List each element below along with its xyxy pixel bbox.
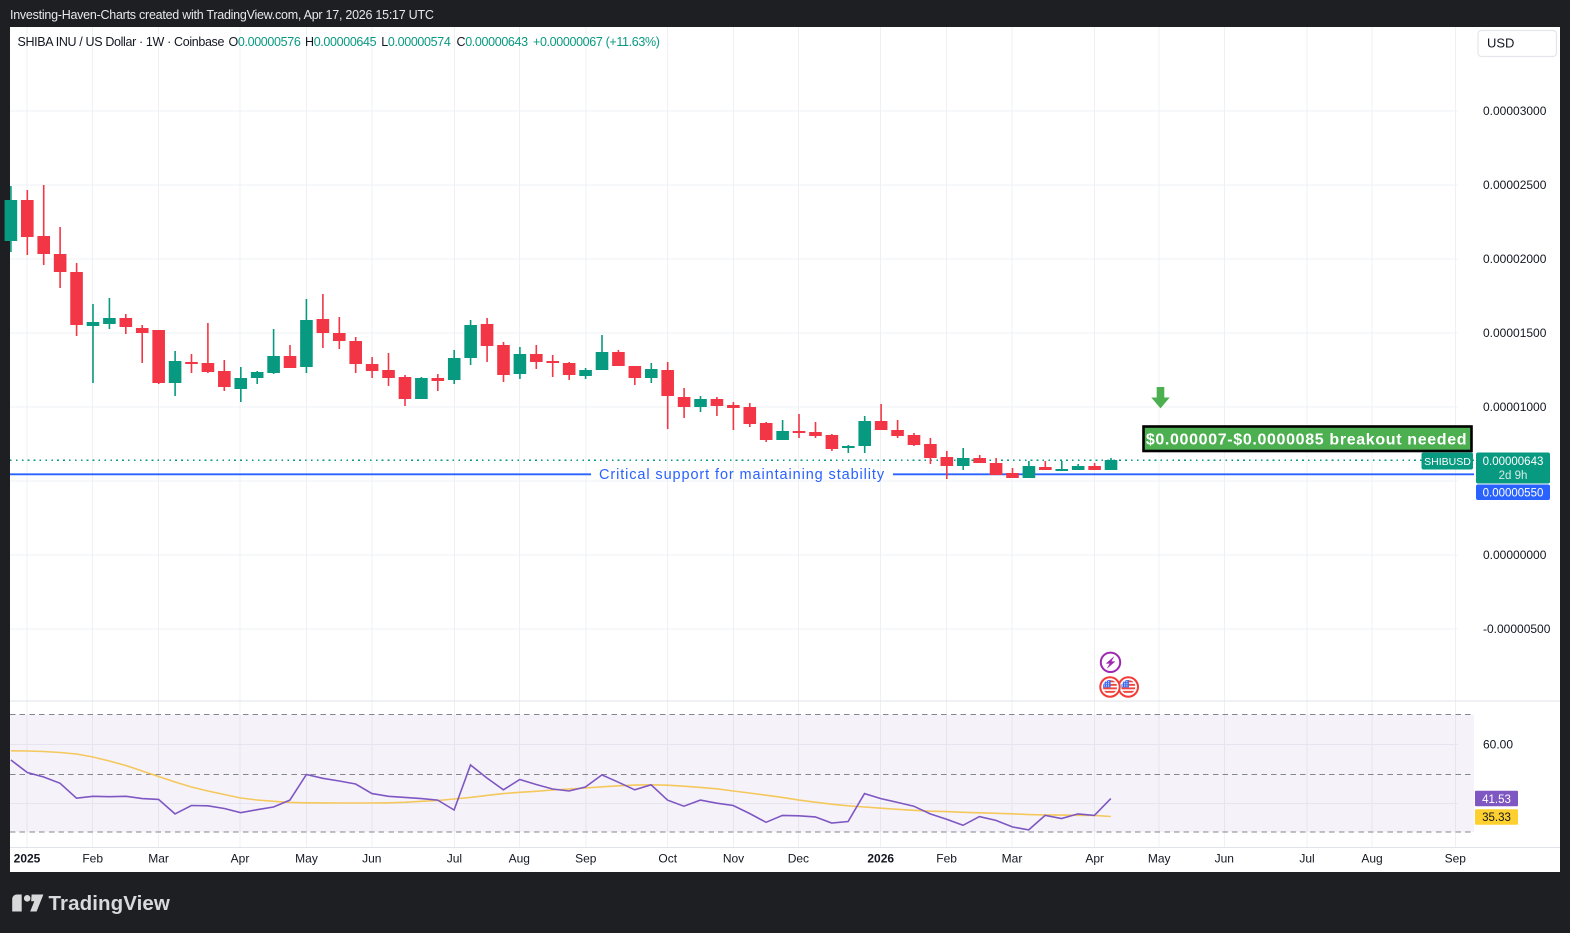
- svg-text:Apr: Apr: [231, 852, 250, 866]
- svg-text:Aug: Aug: [1361, 852, 1382, 866]
- svg-text:C0.00000643: C0.00000643: [457, 35, 529, 49]
- svg-text:SHIBA INU / US Dollar · 1W · C: SHIBA INU / US Dollar · 1W · Coinbase: [18, 35, 225, 49]
- svg-text:Investing-Haven-Charts created: Investing-Haven-Charts created with Trad…: [10, 8, 434, 22]
- svg-text:May: May: [1148, 852, 1171, 866]
- svg-text:May: May: [295, 852, 318, 866]
- svg-text:Mar: Mar: [1002, 852, 1023, 866]
- svg-text:Aug: Aug: [509, 852, 530, 866]
- svg-text:Feb: Feb: [936, 852, 957, 866]
- svg-text:O0.00000576: O0.00000576: [229, 35, 301, 49]
- svg-text:Mar: Mar: [148, 852, 169, 866]
- svg-text:H0.00000645: H0.00000645: [305, 35, 377, 49]
- svg-text:TradingView: TradingView: [49, 892, 170, 915]
- svg-text:0.00001000: 0.00001000: [1483, 400, 1547, 414]
- svg-text:Sep: Sep: [575, 852, 597, 866]
- svg-text:Oct: Oct: [658, 852, 677, 866]
- svg-text:0.00003000: 0.00003000: [1483, 104, 1547, 118]
- svg-text:Dec: Dec: [788, 852, 809, 866]
- svg-text:SHIBUSD: SHIBUSD: [1424, 456, 1471, 468]
- svg-text:L0.00000574: L0.00000574: [381, 35, 451, 49]
- svg-text:0.00000643: 0.00000643: [1483, 456, 1544, 468]
- svg-text:0.00000550: 0.00000550: [1483, 488, 1544, 500]
- svg-text:Jul: Jul: [1299, 852, 1314, 866]
- svg-text:Jul: Jul: [447, 852, 462, 866]
- svg-text:USD: USD: [1487, 36, 1514, 51]
- svg-text:Feb: Feb: [82, 852, 103, 866]
- svg-text:0.00001500: 0.00001500: [1483, 326, 1547, 340]
- svg-text:-0.00000500: -0.00000500: [1483, 622, 1551, 636]
- svg-text:Jun: Jun: [1215, 852, 1234, 866]
- svg-text:41.53: 41.53: [1482, 794, 1511, 806]
- svg-text:$0.000007-$0.0000085 breakout: $0.000007-$0.0000085 breakout needed: [1146, 432, 1467, 449]
- svg-text:+0.00000067 (+11.63%): +0.00000067 (+11.63%): [533, 35, 660, 49]
- svg-text:2025: 2025: [14, 852, 41, 866]
- svg-text:2026: 2026: [867, 852, 894, 866]
- svg-text:35.33: 35.33: [1482, 812, 1511, 824]
- svg-text:Jun: Jun: [362, 852, 381, 866]
- svg-text:Sep: Sep: [1445, 852, 1467, 866]
- svg-text:0.00002500: 0.00002500: [1483, 178, 1547, 192]
- svg-text:Nov: Nov: [723, 852, 744, 866]
- svg-text:0.00002000: 0.00002000: [1483, 252, 1547, 266]
- svg-text:0.00000000: 0.00000000: [1483, 548, 1547, 562]
- svg-text:2d 9h: 2d 9h: [1499, 470, 1528, 482]
- svg-text:60.00: 60.00: [1483, 738, 1513, 752]
- svg-text:Critical support for maintaini: Critical support for maintaining stabili…: [599, 467, 885, 483]
- svg-text:Apr: Apr: [1085, 852, 1104, 866]
